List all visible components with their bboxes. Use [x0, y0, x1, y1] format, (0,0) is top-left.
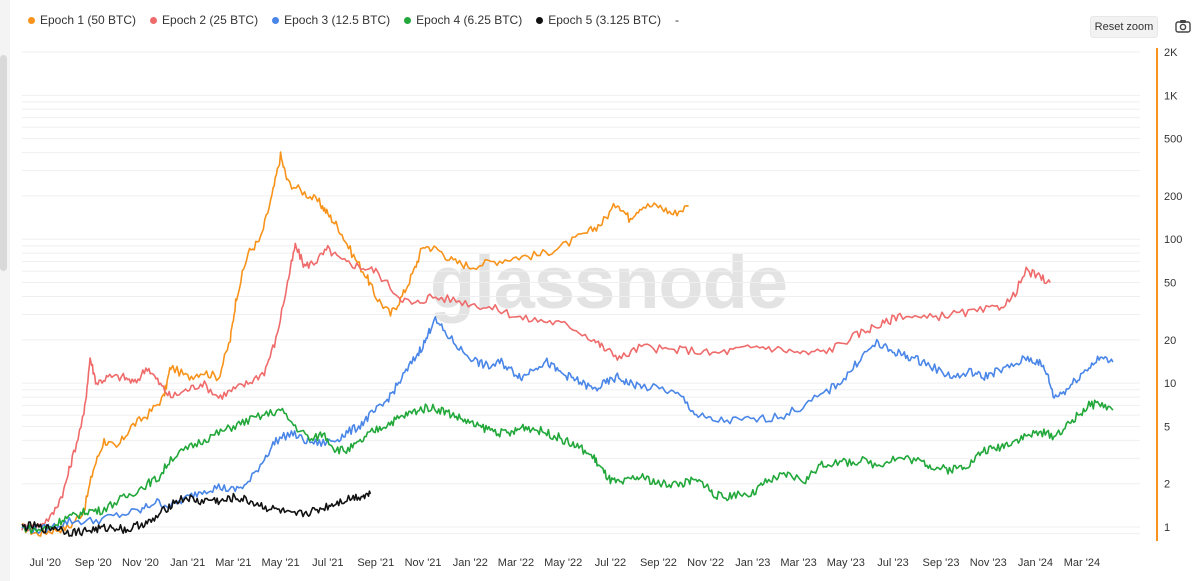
y-tick-label: 10: [1164, 378, 1176, 390]
y-axis: 2K 1K 500 200 100 50 20 10 5 2 1: [1156, 47, 1182, 541]
scroll-track: [0, 0, 10, 581]
y-tick-label: 100: [1164, 234, 1182, 246]
grid-lines: [22, 51, 1140, 535]
legend-dot: [150, 16, 158, 24]
x-tick-label: Mar '21: [215, 557, 251, 569]
x-tick-label: Jul '21: [312, 557, 343, 569]
x-tick-label: Jul '22: [595, 557, 626, 569]
legend-dot: [404, 16, 412, 24]
legend-item-epoch-2[interactable]: Epoch 2 (25 BTC): [150, 13, 258, 27]
x-tick-label: Nov '21: [405, 557, 442, 569]
y-tick-label: 500: [1164, 134, 1182, 146]
chart-legend: Epoch 1 (50 BTC) Epoch 2 (25 BTC) Epoch 3 …: [28, 13, 679, 27]
y-tick-label: 50: [1164, 278, 1176, 290]
legend-dot: [536, 16, 544, 24]
legend-item-epoch-4[interactable]: Epoch 4 (6.25 BTC): [404, 13, 522, 27]
series-line-epoch-1: [21, 151, 689, 537]
x-tick-label: Mar '23: [780, 557, 816, 569]
legend-label: Epoch 4 (6.25 BTC): [416, 13, 523, 27]
x-tick-label: Nov '20: [122, 557, 159, 569]
y-tick-label: 2: [1164, 479, 1170, 491]
legend-item-epoch-5[interactable]: Epoch 5 (3.125 BTC): [536, 13, 661, 27]
legend-label: Epoch 2 (25 BTC): [162, 13, 259, 27]
y-tick-label: 5: [1164, 421, 1170, 433]
reset-zoom-button[interactable]: Reset zoom: [1090, 16, 1158, 38]
x-tick-label: Jan '22: [453, 557, 488, 569]
x-tick-label: Sep '20: [75, 557, 112, 569]
x-tick-label: Jul '23: [877, 557, 908, 569]
x-tick-label: Jul '20: [30, 557, 61, 569]
scrollbar-thumb[interactable]: [0, 55, 7, 271]
x-axis: Jul '20 Sep '20 Nov '20 Jan '21 Mar '21 May '…: [30, 557, 1101, 569]
legend-item-epoch-3[interactable]: Epoch 3 (12.5 BTC): [272, 13, 390, 27]
y-tick-label: 1K: [1164, 90, 1178, 102]
x-tick-label: Mar '24: [1064, 557, 1100, 569]
x-tick-label: Jan '24: [1018, 557, 1053, 569]
x-tick-label: Jan '21: [170, 557, 205, 569]
x-tick-label: Nov '22: [687, 557, 724, 569]
series-line-epoch-4: [21, 399, 1114, 534]
x-tick-label: May '23: [827, 557, 865, 569]
legend-label: Epoch 5 (3.125 BTC): [548, 13, 661, 27]
camera-icon[interactable]: [1175, 19, 1191, 33]
legend-dot: [272, 16, 280, 24]
x-tick-label: May '21: [262, 557, 300, 569]
x-tick-label: Sep '21: [357, 557, 394, 569]
y-tick-label: 200: [1164, 191, 1182, 203]
x-tick-label: Nov '23: [970, 557, 1007, 569]
y-tick-label: 2K: [1164, 47, 1178, 59]
series-line-epoch-3: [21, 316, 1114, 534]
legend-dot: [28, 16, 35, 24]
x-tick-label: Sep '23: [923, 557, 960, 569]
series-lines: [21, 151, 1114, 537]
x-tick-label: Mar '22: [498, 557, 534, 569]
legend-label: Epoch 3 (12.5 BTC): [284, 13, 391, 27]
y-tick-label: 1: [1164, 522, 1170, 534]
legend-item-epoch-1[interactable]: Epoch 1 (50 BTC): [28, 13, 136, 27]
x-tick-label: Sep '22: [640, 557, 677, 569]
y-tick-label: 20: [1164, 335, 1176, 347]
x-tick-label: May '22: [544, 557, 582, 569]
legend-label: Epoch 1 (50 BTC): [40, 13, 137, 27]
legend-extra: -: [674, 13, 679, 27]
series-line-epoch-2: [21, 242, 1051, 532]
x-tick-label: Jan '23: [735, 557, 770, 569]
series-line-epoch-5: [21, 490, 372, 537]
